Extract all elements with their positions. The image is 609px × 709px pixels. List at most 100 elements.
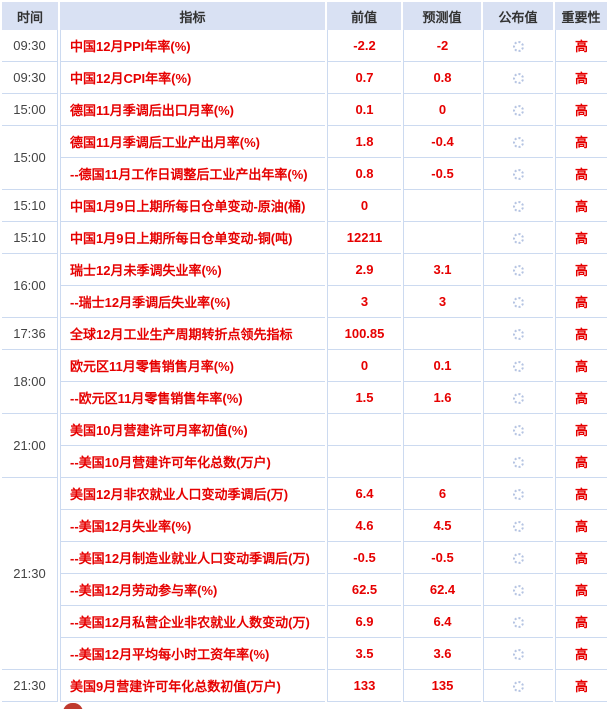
published-value-cell [483,670,553,702]
forecast-value-cell [403,318,481,350]
forecast-value-cell: 4.5 [403,510,481,542]
forecast-value-cell: 3 [403,286,481,318]
loading-spinner-icon [513,361,524,373]
table-row: 09:30 中国12月CPI年率(%) 0.7 0.8 高 [2,62,607,94]
indicator-link[interactable]: --美国12月制造业就业人口变动季调后(万) [60,542,325,574]
time-cell: 21:30 [2,478,58,670]
loading-spinner-icon [513,329,524,341]
table-row: 15:10 中国1月9日上期所每日仓单变动-原油(桶) 0 高 [2,190,607,222]
indicator-link[interactable]: 中国12月CPI年率(%) [60,62,325,94]
forecast-value-cell: -2 [403,30,481,62]
importance-badge: 高 [555,478,607,510]
forecast-value-cell: 0.8 [403,62,481,94]
previous-value-cell: -2.2 [327,30,401,62]
published-value-cell [483,286,553,318]
indicator-link[interactable]: --美国12月私营企业非农就业人数变动(万) [60,606,325,638]
indicator-link[interactable]: 中国1月9日上期所每日仓单变动-铜(吨) [60,222,325,254]
indicator-link[interactable]: --美国10月营建许可年化总数(万户) [60,446,325,478]
indicator-link[interactable]: --美国12月劳动参与率(%) [60,574,325,606]
loading-spinner-icon [513,201,524,213]
previous-value-cell: 6.4 [327,478,401,510]
forecast-value-cell: -0.5 [403,158,481,190]
col-header-time: 时间 [2,2,58,30]
previous-value-cell: -0.5 [327,542,401,574]
col-header-published: 公布值 [483,2,553,30]
importance-badge: 高 [555,94,607,126]
loading-spinner-icon [513,169,524,181]
time-cell: 15:10 [2,190,58,222]
previous-value-cell: 1.5 [327,382,401,414]
previous-value-cell: 0 [327,350,401,382]
indicator-link[interactable]: 瑞士12月未季调失业率(%) [60,254,325,286]
published-value-cell [483,62,553,94]
indicator-link[interactable]: 全球12月工业生产周期转折点领先指标 [60,318,325,350]
indicator-link[interactable]: --瑞士12月季调后失业率(%) [60,286,325,318]
previous-value-cell: 0.1 [327,94,401,126]
forecast-value-cell: 62.4 [403,574,481,606]
previous-value-cell: 2.9 [327,254,401,286]
table-row: --欧元区11月零售销售年率(%) 1.5 1.6 高 [2,382,607,414]
table-row: --美国10月营建许可年化总数(万户) 高 [2,446,607,478]
importance-badge: 高 [555,158,607,190]
indicator-link[interactable]: 德国11月季调后出口月率(%) [60,94,325,126]
indicator-link[interactable]: 中国1月9日上期所每日仓单变动-原油(桶) [60,190,325,222]
table-row: 15:00 德国11月季调后工业产出月率(%) 1.8 -0.4 高 [2,126,607,190]
importance-badge: 高 [555,30,607,62]
forecast-value-cell: 3.6 [403,638,481,670]
indicator-link[interactable]: 美国12月非农就业人口变动季调后(万) [60,478,325,510]
forecast-value-cell: 0.1 [403,350,481,382]
indicator-link[interactable]: 欧元区11月零售销售月率(%) [60,350,325,382]
indicator-link[interactable]: 美国10月营建许可月率初值(%) [60,414,325,446]
published-value-cell [483,158,553,190]
current-row-marker-icon [63,703,83,709]
importance-badge: 高 [555,638,607,670]
importance-badge: 高 [555,190,607,222]
previous-value-cell: 12211 [327,222,401,254]
table-row: --美国12月私营企业非农就业人数变动(万) 6.9 6.4 高 [2,606,607,638]
loading-spinner-icon [513,553,524,565]
previous-value-cell: 4.6 [327,510,401,542]
published-value-cell [483,446,553,478]
published-value-cell [483,638,553,670]
time-cell: 21:30 [2,670,58,702]
indicator-link[interactable]: 德国11月季调后工业产出月率(%) [60,126,325,158]
loading-spinner-icon [513,297,524,309]
previous-value-cell [327,414,401,446]
table-row: 15:00 德国11月季调后出口月率(%) 0.1 0 高 [2,94,607,126]
importance-badge: 高 [555,254,607,286]
previous-value-cell: 6.9 [327,606,401,638]
time-cell: 15:10 [2,222,58,254]
importance-badge: 高 [555,542,607,574]
table-row: --德国11月工作日调整后工业产出年率(%) 0.8 -0.5 高 [2,158,607,190]
importance-badge: 高 [555,286,607,318]
previous-value-cell: 0.8 [327,158,401,190]
time-cell: 16:00 [2,254,58,318]
indicator-link[interactable]: --美国12月平均每小时工资年率(%) [60,638,325,670]
published-value-cell [483,542,553,574]
importance-badge: 高 [555,382,607,414]
previous-value-cell: 0 [327,190,401,222]
importance-badge: 高 [555,446,607,478]
indicator-link[interactable]: 美国9月营建许可年化总数初值(万户) [60,670,325,702]
time-cell: 09:30 [2,62,58,94]
loading-spinner-icon [513,73,524,85]
header-row: 时间 指标 前值 预测值 公布值 重要性 [2,2,607,30]
published-value-cell [483,350,553,382]
table-row: 21:30 美国12月非农就业人口变动季调后(万) 6.4 6 高 [2,478,607,670]
importance-badge: 高 [555,222,607,254]
time-cell: 15:00 [2,94,58,126]
loading-spinner-icon [513,233,524,245]
indicator-link[interactable]: --美国12月失业率(%) [60,510,325,542]
published-value-cell [483,382,553,414]
published-value-cell [483,254,553,286]
indicator-link[interactable]: --德国11月工作日调整后工业产出年率(%) [60,158,325,190]
table-row: 18:00 欧元区11月零售销售月率(%) 0 0.1 高 [2,350,607,414]
indicator-link[interactable]: --欧元区11月零售销售年率(%) [60,382,325,414]
forecast-value-cell [403,414,481,446]
indicator-link[interactable]: 中国12月PPI年率(%) [60,30,325,62]
published-value-cell [483,574,553,606]
col-header-importance: 重要性 [555,2,607,30]
importance-badge: 高 [555,670,607,702]
forecast-value-cell: 135 [403,670,481,702]
